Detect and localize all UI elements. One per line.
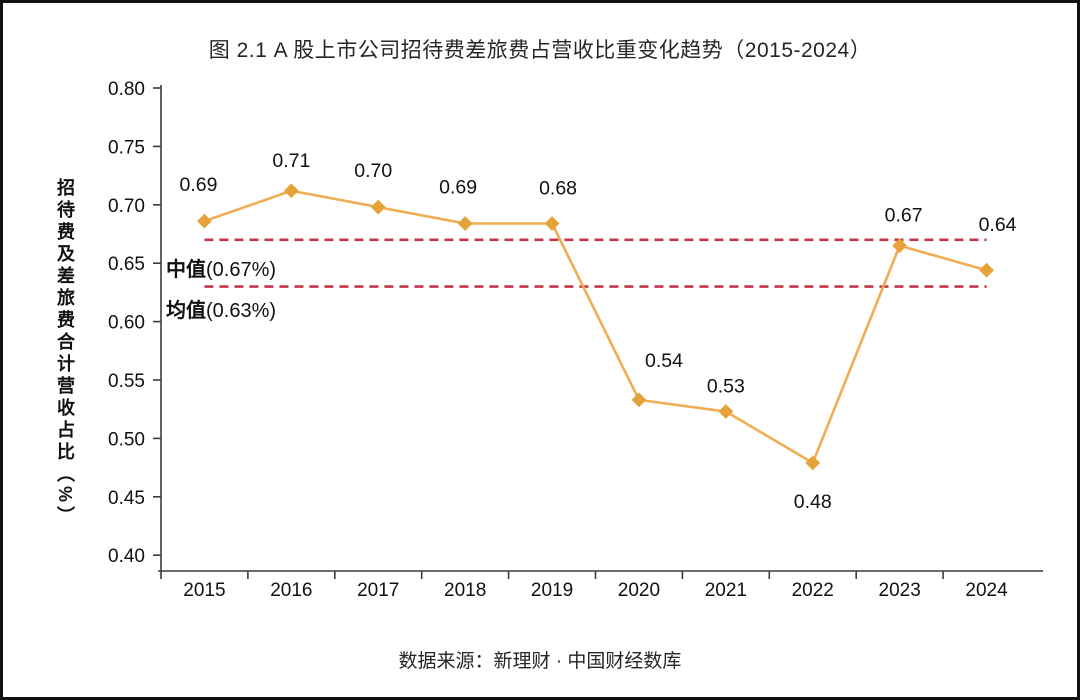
data-source-caption: 数据来源：新理财 · 中国财经数库	[398, 651, 682, 672]
y-tick-label: 0.45	[108, 488, 145, 509]
y-tick-label: 0.65	[108, 254, 145, 275]
x-tick-label: 2020	[618, 580, 660, 601]
x-tick-label: 2019	[531, 580, 573, 601]
data-point-marker	[979, 262, 994, 278]
data-point-label: 0.67	[885, 205, 923, 227]
data-point-label: 0.69	[179, 174, 217, 196]
median-line-label: 中值(0.67%)	[166, 259, 276, 281]
x-tick-label: 2024	[965, 580, 1008, 601]
median-label-value: (0.67%)	[206, 259, 277, 281]
data-point-label: 0.69	[439, 176, 477, 198]
data-point-marker	[197, 213, 212, 229]
data-point-label: 0.53	[707, 376, 745, 398]
x-tick-label: 2022	[792, 580, 834, 601]
data-point-marker	[805, 455, 821, 471]
mean-line-label: 均值(0.63%)	[166, 300, 276, 322]
series-line	[204, 189, 987, 465]
mean-label-prefix: 均值	[166, 300, 206, 322]
data-point-marker	[631, 392, 647, 408]
data-point-label: 0.54	[645, 350, 683, 372]
y-tick-label: 0.80	[108, 79, 145, 100]
x-tick-label: 2017	[357, 580, 399, 601]
y-tick-label: 0.55	[108, 371, 145, 392]
data-point-label: 0.48	[794, 491, 832, 513]
data-point-marker	[718, 404, 734, 419]
data-point-marker	[283, 183, 299, 199]
y-tick-label: 0.60	[108, 313, 145, 334]
data-point-marker	[457, 216, 473, 231]
y-tick-label: 0.70	[108, 196, 145, 217]
median-label-prefix: 中值	[166, 259, 206, 281]
data-point-label: 0.68	[539, 177, 577, 199]
data-point-marker	[892, 238, 908, 254]
x-tick-label: 2016	[270, 580, 312, 601]
chart-canvas: 0.80 0.75 0.70 0.65 0.60 0.55 0.50 0.45 0.40 2015…	[108, 79, 1043, 601]
x-tick-label: 2015	[183, 580, 225, 601]
mean-label-value: (0.63%)	[206, 300, 277, 322]
x-tick-label: 2018	[444, 580, 486, 601]
y-tick-label: 0.75	[108, 137, 145, 158]
x-tick-label: 2023	[879, 580, 921, 601]
y-tick-label: 0.50	[108, 429, 145, 450]
x-tick-label: 2021	[705, 580, 747, 601]
data-point-label: 0.70	[354, 160, 392, 182]
y-axis-title: 招待费及差旅费合计营收占比（%）	[55, 177, 75, 528]
chart-title: 图 2.1 A 股上市公司招待费差旅费占营收比重变化趋势（2015-2024）	[208, 39, 872, 62]
data-point-label: 0.71	[272, 150, 310, 172]
data-point-marker	[544, 216, 560, 231]
y-tick-label: 0.40	[108, 546, 145, 567]
data-point-label: 0.64	[979, 214, 1017, 236]
data-point-marker	[370, 199, 386, 215]
